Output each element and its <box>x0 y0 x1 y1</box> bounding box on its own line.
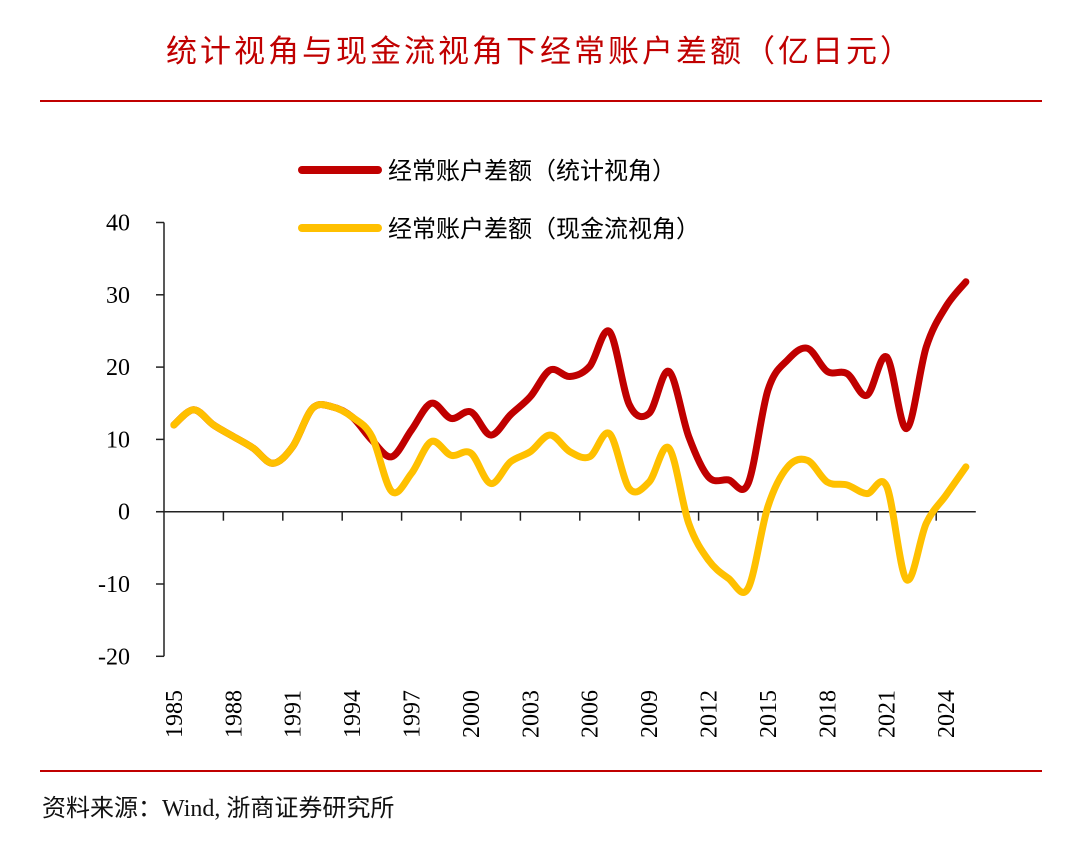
y-tick-label: 0 <box>118 500 130 526</box>
y-tick-label: 20 <box>106 355 130 381</box>
y-tick-label: 30 <box>106 283 130 309</box>
series-line-statistical <box>170 278 970 493</box>
source-note: 资料来源：Wind, 浙商证券研究所 <box>42 796 395 822</box>
x-tick-label: 2012 <box>697 690 723 738</box>
title-divider <box>40 100 1042 102</box>
legend-label-cashflow: 经常账户差额（现金流视角） <box>388 216 700 243</box>
y-tick-label: -10 <box>98 572 130 598</box>
y-tick-label: -20 <box>98 644 130 670</box>
chart-title: 统计视角与现金流视角下经常账户差额（亿日元） <box>166 34 914 69</box>
x-tick-label: 2018 <box>815 690 841 738</box>
legend-label-statistical: 经常账户差额（统计视角） <box>388 158 676 185</box>
x-tick-label: 1985 <box>162 690 188 738</box>
x-tick-label: 1988 <box>221 690 247 738</box>
x-tick-label: 2009 <box>637 690 663 738</box>
y-tick-label: 40 <box>106 211 130 237</box>
series-line-cashflow <box>170 401 970 596</box>
y-tick-label: 10 <box>106 427 130 453</box>
x-tick-label: 2006 <box>578 690 604 738</box>
x-tick-label: 2000 <box>459 690 485 738</box>
x-tick-label: 1991 <box>281 690 307 738</box>
x-tick-label: 1994 <box>340 690 366 738</box>
x-tick-label: 1997 <box>400 690 426 738</box>
x-tick-label: 2003 <box>518 690 544 738</box>
x-tick-label: 2021 <box>875 690 901 738</box>
x-tick-label: 2015 <box>756 690 782 738</box>
footer-divider <box>40 770 1042 772</box>
x-tick-label: 2024 <box>934 690 960 738</box>
